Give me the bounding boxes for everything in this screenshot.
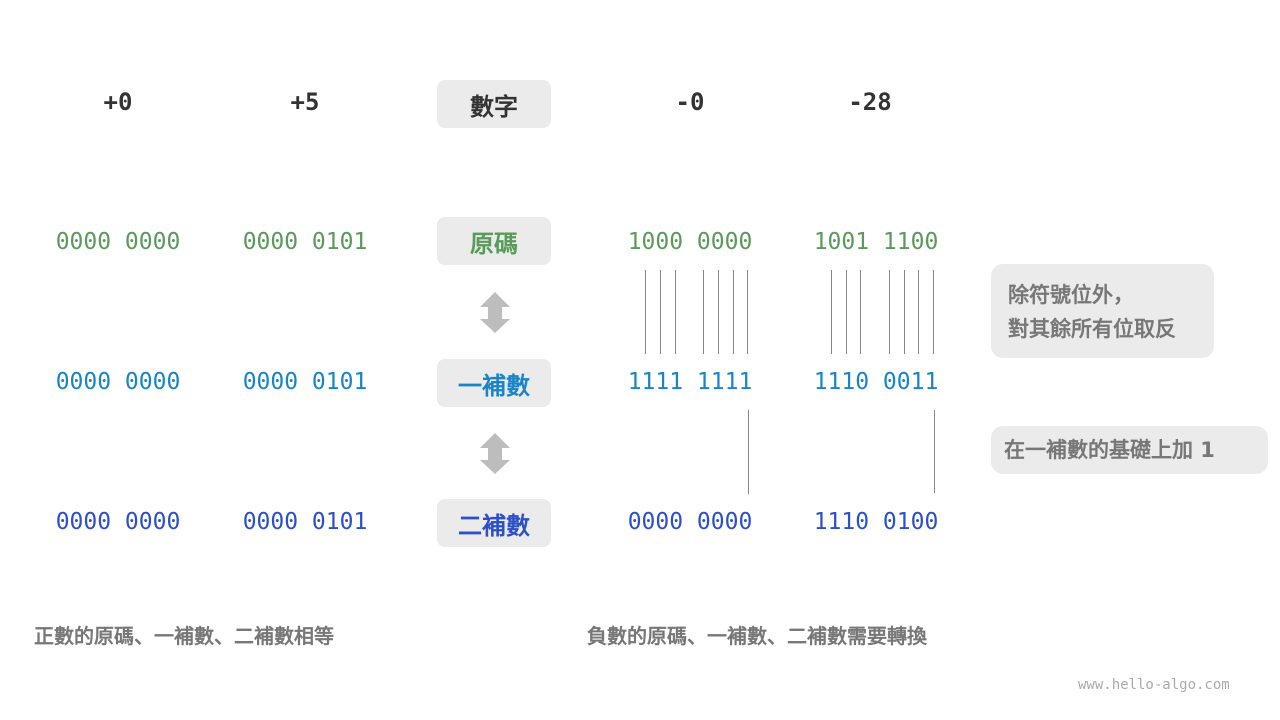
connector-line: [860, 270, 861, 354]
connector-line: [645, 270, 646, 354]
oc-plus-zero: 0000 0000: [55, 369, 181, 395]
header-minus-zero: -0: [675, 88, 705, 116]
tc-minus-zero: 0000 0000: [627, 509, 753, 535]
connector-line: [703, 270, 704, 354]
sm-plus-five: 0000 0101: [242, 229, 368, 255]
oc-plus-five: 0000 0101: [242, 369, 368, 395]
header-plus-five: +5: [290, 88, 320, 116]
label-twos-complement: 二補數: [437, 499, 551, 547]
add-one-note: 在一補數的基礎上加 1: [991, 426, 1268, 474]
connector-line: [889, 270, 890, 354]
caption-positive: 正數的原碼、一補數、二補數相等: [34, 624, 334, 648]
oc-minus-28: 1110 0011: [813, 369, 939, 395]
header-minus-28: -28: [848, 88, 892, 116]
label-number: 數字: [437, 80, 551, 128]
watermark: www.hello-algo.com: [1078, 677, 1230, 693]
tc-minus-28: 1110 0100: [813, 509, 939, 535]
connector-line: [748, 410, 749, 494]
double-arrow-icon: [480, 292, 510, 333]
connector-line: [933, 270, 934, 354]
invert-note: 除符號位外， 對其餘所有位取反: [991, 264, 1214, 358]
invert-note-line1: 除符號位外，: [1008, 283, 1134, 307]
tc-plus-zero: 0000 0000: [55, 509, 181, 535]
tc-plus-five: 0000 0101: [242, 509, 368, 535]
connector-line: [747, 270, 748, 354]
connector-line: [675, 270, 676, 354]
sm-minus-zero: 1000 0000: [627, 229, 753, 255]
connector-line: [846, 270, 847, 354]
header-plus-zero: +0: [103, 88, 133, 116]
connector-line: [831, 270, 832, 354]
caption-negative: 負數的原碼、一補數、二補數需要轉換: [587, 624, 927, 648]
sm-minus-28: 1001 1100: [813, 229, 939, 255]
invert-note-line2: 對其餘所有位取反: [1008, 317, 1176, 341]
label-ones-complement: 一補數: [437, 359, 551, 407]
connector-line: [718, 270, 719, 354]
connector-line: [934, 410, 935, 493]
oc-minus-zero: 1111 1111: [627, 369, 753, 395]
sm-plus-zero: 0000 0000: [55, 229, 181, 255]
connector-line: [918, 270, 919, 354]
connector-line: [733, 270, 734, 354]
label-sign-magnitude: 原碼: [437, 217, 551, 265]
connector-line: [904, 270, 905, 354]
connector-line: [660, 270, 661, 354]
double-arrow-icon: [480, 433, 510, 474]
